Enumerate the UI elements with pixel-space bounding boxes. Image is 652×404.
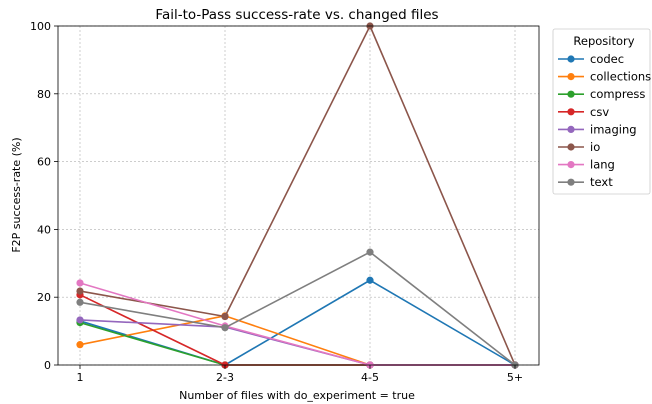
data-point xyxy=(221,312,229,321)
data-point xyxy=(76,279,84,287)
series-line xyxy=(79,279,516,366)
legend-label: io xyxy=(590,140,600,154)
legend-item-text: text xyxy=(558,175,613,189)
data-point xyxy=(76,287,84,295)
legend-swatch-marker xyxy=(567,108,575,116)
data-point xyxy=(366,276,374,284)
series-group xyxy=(76,22,519,369)
legend-label: text xyxy=(590,175,613,189)
legend-item-lang: lang xyxy=(558,158,615,172)
legend-items: codec collections compress csv imaging io lang… xyxy=(558,52,651,189)
legend-item-codec: codec xyxy=(558,52,624,66)
x-tick-label: 1 xyxy=(77,371,84,384)
plot-frame xyxy=(57,25,540,366)
legend-swatch-marker xyxy=(567,73,575,81)
legend-swatch-marker xyxy=(567,178,575,186)
legend-title: Repository xyxy=(573,34,634,48)
legend-label: csv xyxy=(590,105,609,119)
data-point xyxy=(76,298,84,306)
legend: Repository codec collections compress csv im… xyxy=(552,28,651,195)
legend-label: imaging xyxy=(590,122,637,136)
y-tick-label: 80 xyxy=(37,88,51,101)
legend-swatch-marker xyxy=(567,90,575,98)
series-lang xyxy=(76,279,519,369)
data-point xyxy=(366,248,374,256)
y-tick-label: 0 xyxy=(44,359,51,372)
x-axis-label: Number of files with do_experiment = tru… xyxy=(179,389,415,402)
y-tick-label: 20 xyxy=(37,291,51,304)
legend-label: collections xyxy=(590,70,651,84)
legend-label: compress xyxy=(590,87,645,101)
series-line xyxy=(79,294,515,366)
legend-box xyxy=(552,28,651,195)
data-point xyxy=(76,341,84,349)
x-tick-label: 5+ xyxy=(507,371,523,384)
legend-label: lang xyxy=(590,158,615,172)
grid xyxy=(58,25,539,366)
legend-swatch-marker xyxy=(567,55,575,63)
series-line xyxy=(79,321,515,366)
series-compress xyxy=(76,319,519,369)
x-tick-label: 2-3 xyxy=(216,371,234,384)
chart-title: Fail-to-Pass success-rate vs. changed fi… xyxy=(155,7,438,23)
y-tick-label: 100 xyxy=(30,20,51,33)
y-tick-label: 60 xyxy=(37,156,51,169)
data-point xyxy=(76,316,84,324)
legend-item-collections: collections xyxy=(558,70,651,84)
y-tick-label: 40 xyxy=(37,223,51,236)
data-point xyxy=(221,324,229,332)
legend-item-compress: compress xyxy=(558,87,645,101)
y-axis-label: F2P success-rate (%) xyxy=(10,137,23,252)
legend-swatch-marker xyxy=(567,125,575,133)
legend-label: codec xyxy=(590,52,624,66)
legend-item-imaging: imaging xyxy=(558,122,637,136)
legend-swatch-marker xyxy=(567,161,575,169)
series-text xyxy=(76,248,519,369)
legend-item-io: io xyxy=(558,140,600,154)
series-line xyxy=(79,251,516,366)
legend-swatch-marker xyxy=(567,143,575,151)
x-tick-label: 4-5 xyxy=(361,371,379,384)
series-line xyxy=(79,282,515,366)
ticks: 1 2-3 4-5 5+ 0 20 40 60 80 100 xyxy=(30,20,523,384)
legend-item-csv: csv xyxy=(558,105,609,119)
series-imaging xyxy=(76,316,519,369)
